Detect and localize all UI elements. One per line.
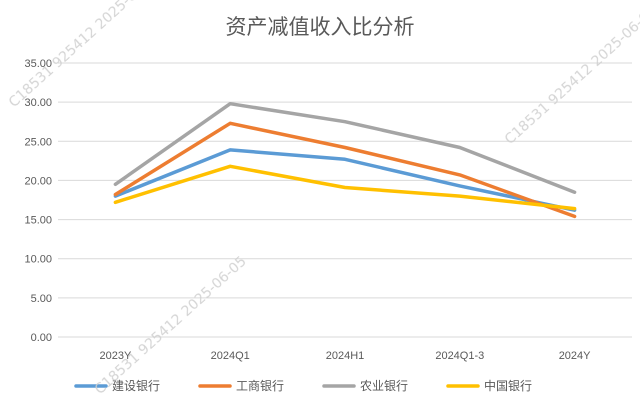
x-tick-label: 2024Q1-3 bbox=[435, 350, 484, 362]
legend: 建设银行 工商银行 农业银行 中国银行 bbox=[74, 378, 532, 393]
legend-label: 农业银行 bbox=[360, 379, 408, 393]
y-tick-label: 30.00 bbox=[24, 97, 52, 109]
legend-label: 中国银行 bbox=[484, 378, 532, 393]
y-axis-tick-labels: 0.00 5.00 10.00 15.00 20.00 25.00 30.00 35.00 bbox=[24, 58, 52, 344]
y-tick-label: 10.00 bbox=[24, 254, 52, 266]
y-tick-label: 25.00 bbox=[24, 136, 52, 148]
x-axis-tick-labels: 2023Y 2024Q1 2024H1 2024Q1-3 2024Y bbox=[99, 350, 591, 362]
y-tick-label: 5.00 bbox=[31, 293, 52, 305]
legend-label: 建设银行 bbox=[112, 379, 160, 393]
y-tick-label: 15.00 bbox=[24, 215, 52, 227]
x-tick-label: 2024H1 bbox=[326, 350, 365, 362]
series-line-4 bbox=[113, 164, 577, 211]
series-line-1 bbox=[113, 148, 577, 212]
series-line-2 bbox=[113, 121, 577, 219]
chart-title: 资产减值收入比分析 bbox=[226, 15, 415, 39]
y-tick-label: 0.00 bbox=[31, 332, 52, 344]
y-tick-label: 35.00 bbox=[24, 58, 52, 70]
x-tick-label: 2023Y bbox=[99, 350, 131, 362]
series-line-3 bbox=[113, 101, 577, 194]
legend-label: 工商银行 bbox=[236, 378, 284, 393]
x-tick-label: 2024Y bbox=[559, 350, 591, 362]
x-tick-label: 2024Q1 bbox=[211, 350, 250, 362]
series-lines bbox=[113, 101, 577, 219]
y-tick-label: 20.00 bbox=[24, 175, 52, 187]
